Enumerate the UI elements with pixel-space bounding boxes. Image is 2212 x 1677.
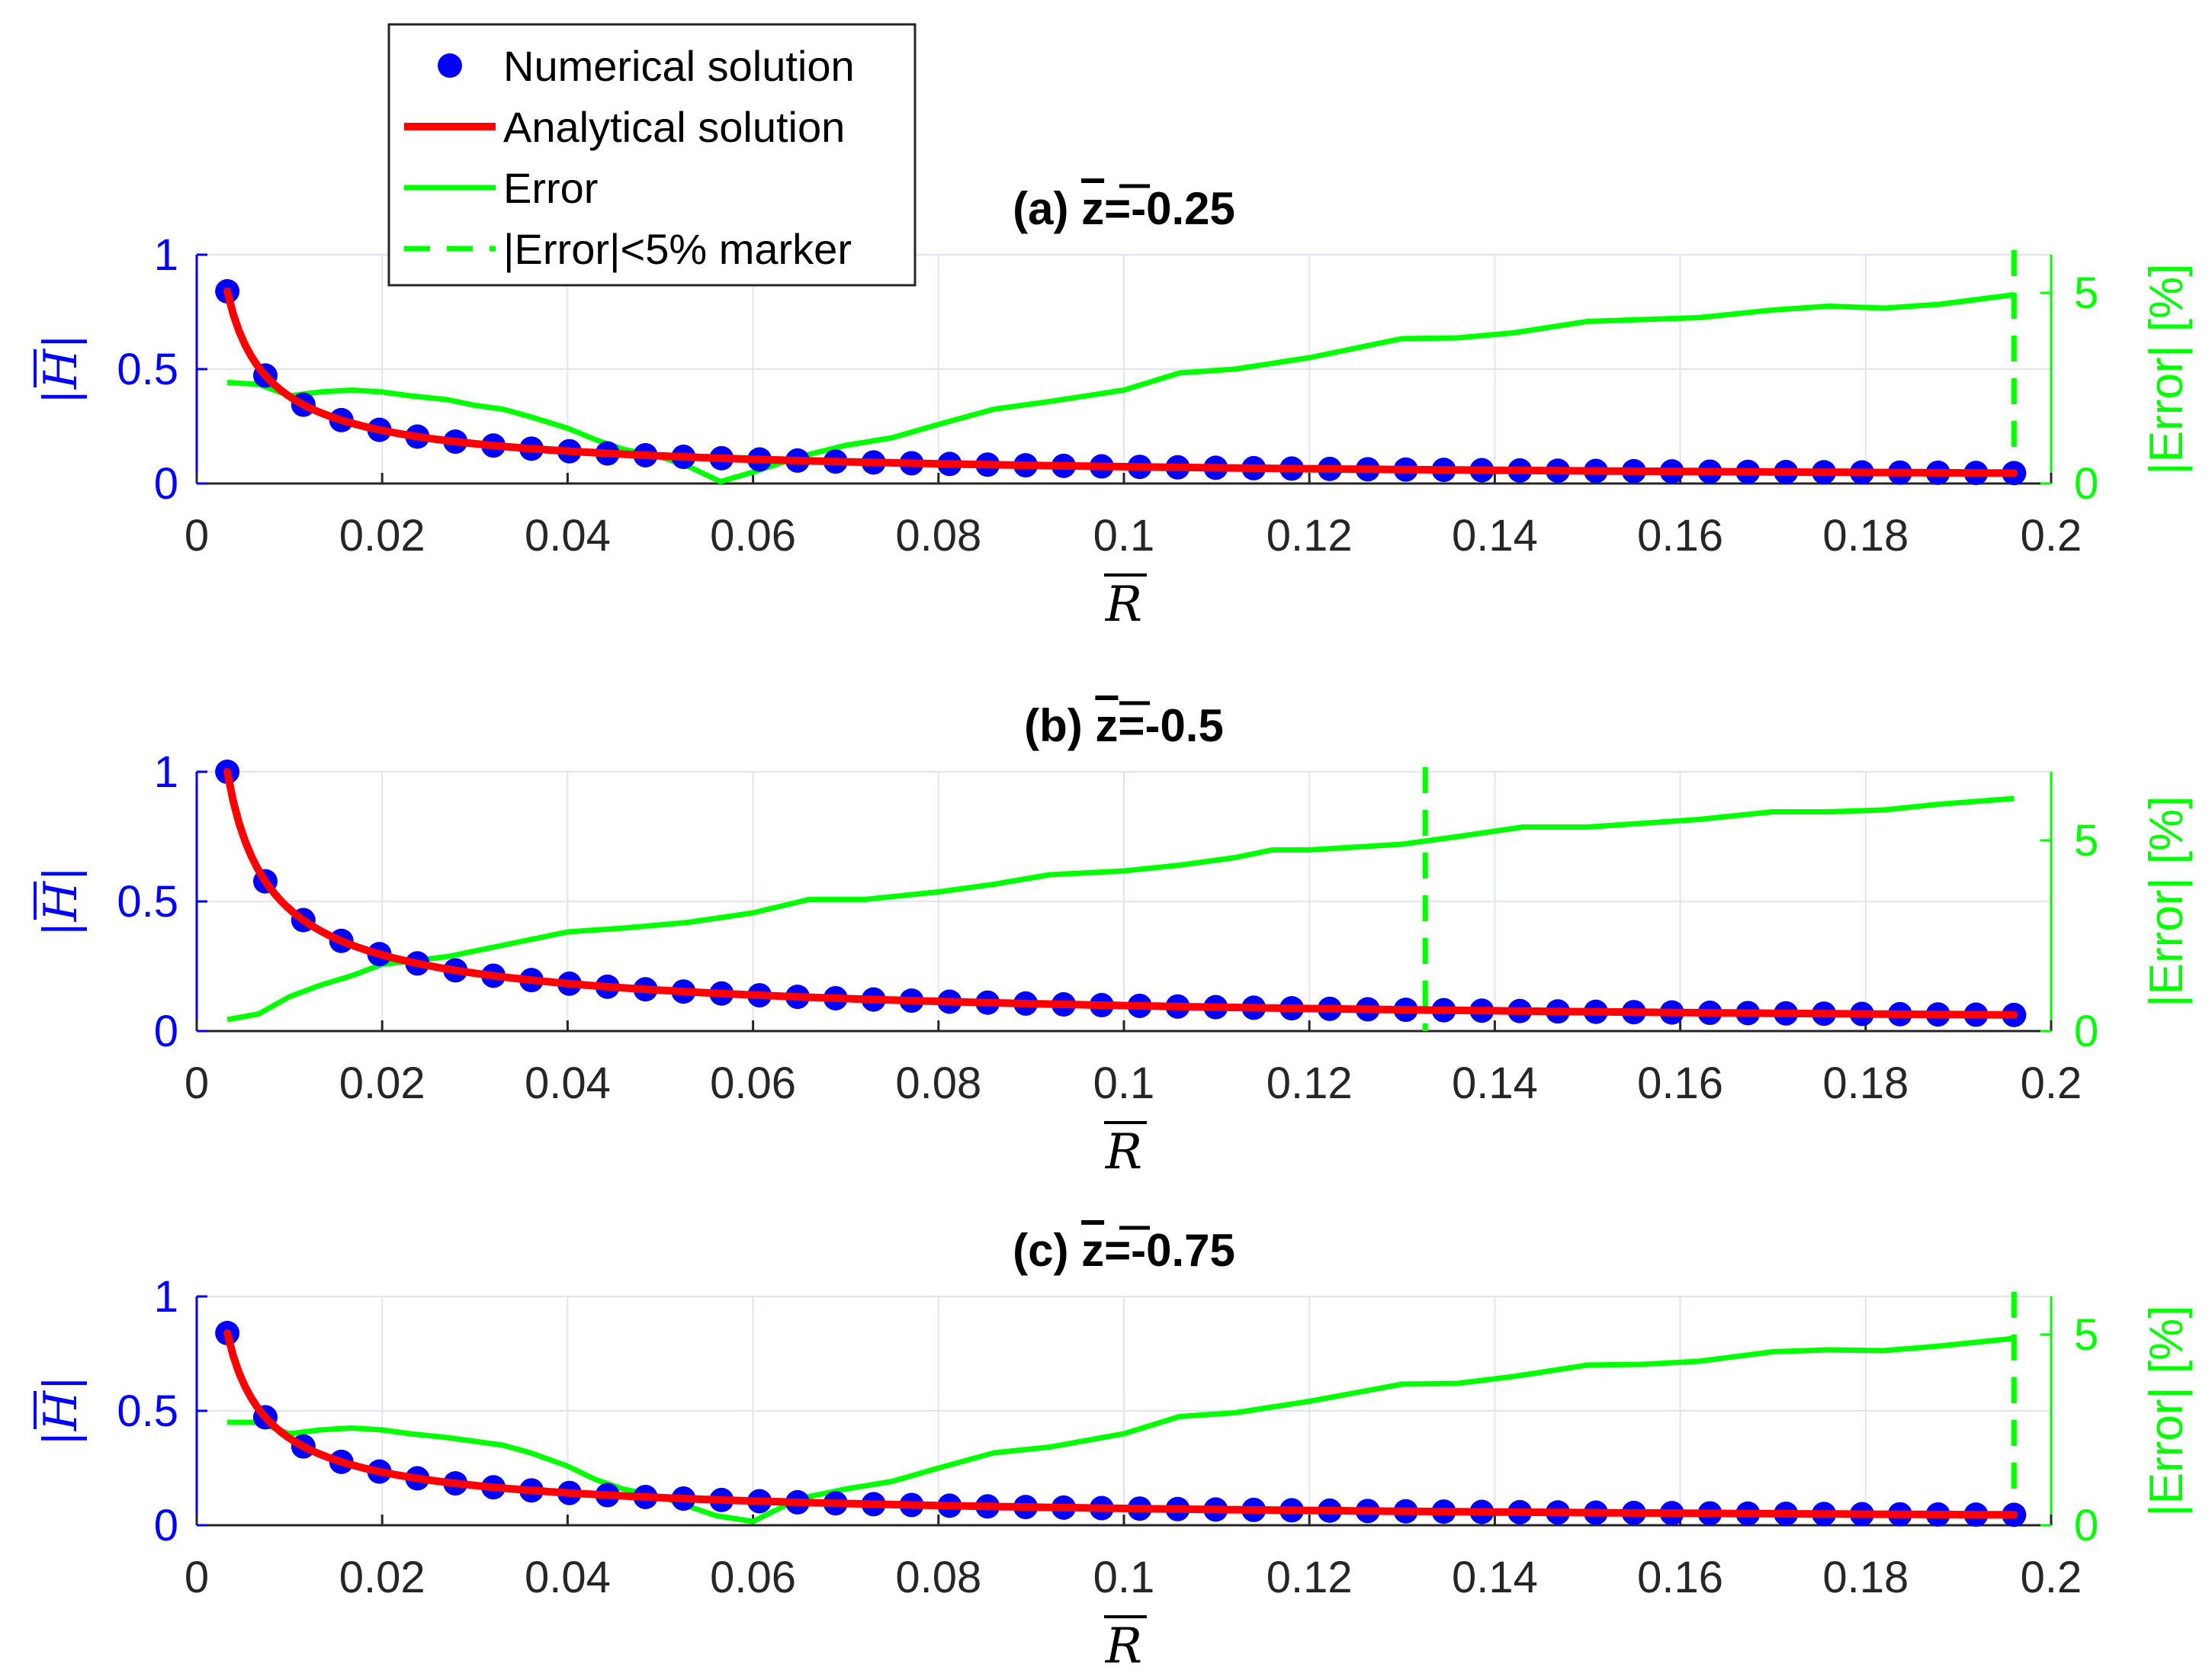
legend: Numerical solution Analytical solution Err… — [387, 23, 917, 287]
title-variable: z — [1081, 183, 1104, 234]
x-tick-label: 0.18 — [1822, 1553, 1909, 1602]
numerical-points — [215, 1321, 2027, 1528]
x-tick-label: 0.1 — [1093, 1553, 1155, 1602]
panel-title: (b) z=-0.5 — [1024, 700, 1224, 751]
panel-b: 0 0.02 0.04 0.06 0.08 0.1 0.12 0.14 0.16 0.18 0.20… — [34, 700, 2193, 1181]
analytical-curve — [223, 1329, 2018, 1519]
legend-box — [387, 23, 917, 287]
x-tick-label: 0.04 — [525, 511, 611, 561]
legend-swatch-numerical — [438, 53, 462, 78]
y2-tick-label: 0 — [2074, 1501, 2098, 1550]
legend-label: Numerical solution — [503, 42, 855, 90]
title-variable: z — [1081, 1225, 1104, 1276]
analytical-curve — [223, 768, 2018, 1019]
y2-axis-label-group: |Error| [%] — [2140, 264, 2193, 475]
y-tick-label: 1 — [154, 230, 178, 280]
y-tick-label: 1 — [154, 747, 178, 797]
panel-a: 0 0.02 0.04 0.06 0.08 0.1 0.12 0.14 0.16 0.18 0.20… — [34, 183, 2193, 633]
y2-axis-label: |Error| [%] — [2140, 264, 2193, 475]
y2-tick-label: 5 — [2074, 1310, 2098, 1360]
panel-c: 0 0.02 0.04 0.06 0.08 0.1 0.12 0.14 0.16 0.18 0.20… — [34, 1225, 2193, 1675]
y-tick-label: 0 — [154, 459, 178, 509]
x-tick-label: 0.1 — [1093, 1059, 1155, 1108]
x-tick-label: 0.08 — [895, 1059, 981, 1108]
error-line — [226, 292, 2015, 484]
x-tick-label: 0.08 — [895, 1553, 981, 1602]
y-tick-label: 0.5 — [117, 345, 178, 394]
legend-label: Error — [503, 164, 598, 212]
x-tick-label: 0.12 — [1267, 1059, 1353, 1108]
y-tick-label: 0 — [154, 1007, 178, 1056]
x-tick-label: 0.14 — [1452, 511, 1538, 561]
x-tick-label: 0.12 — [1267, 511, 1353, 561]
y2-axis-label-group: |Error| [%] — [2140, 1306, 2193, 1517]
x-tick-label: 0.06 — [710, 511, 796, 561]
y-axis-label-group: |H| — [34, 866, 88, 937]
y-tick-label: 0 — [154, 1501, 178, 1550]
error-line — [227, 1335, 2015, 1524]
legend-label: Analytical solution — [503, 103, 845, 151]
x-tick-label: 0 — [185, 1553, 209, 1602]
x-tick-label: 0.06 — [710, 1553, 796, 1602]
x-tick-label: 0.16 — [1637, 1553, 1723, 1602]
x-tick-label: 0.08 — [895, 511, 981, 561]
x-tick-label: 0 — [185, 1059, 209, 1108]
y-tick-label: 1 — [154, 1272, 178, 1322]
x-axis-label: R — [1105, 577, 1142, 633]
legend-label: |Error|<5% marker — [503, 225, 852, 273]
title-value: =-0.75 — [1104, 1225, 1235, 1276]
x-tick-label: 0.16 — [1637, 1059, 1723, 1108]
y2-axis-label-group: |Error| [%] — [2140, 796, 2193, 1007]
x-tick-label: 0.18 — [1822, 1059, 1909, 1108]
title-prefix: (a) — [1013, 183, 1081, 234]
title-prefix: (c) — [1013, 1225, 1081, 1276]
title-variable: z — [1095, 700, 1118, 751]
y2-tick-label: 0 — [2074, 1007, 2098, 1056]
x-tick-label: 0.16 — [1637, 511, 1723, 561]
x-tick-label: 0 — [185, 511, 209, 561]
x-tick-label: 0.12 — [1267, 1553, 1353, 1602]
title-value: =-0.5 — [1118, 700, 1223, 751]
x-tick-label: 0.18 — [1822, 511, 1909, 561]
title-prefix: (b) — [1024, 700, 1095, 751]
x-tick-label: 0.02 — [339, 1553, 425, 1602]
x-tick-label: 0.2 — [2021, 1553, 2082, 1602]
y-axis-label: |H| — [34, 334, 88, 405]
y-axis-label-group: |H| — [34, 334, 88, 405]
y-axis-label-group: |H| — [34, 1376, 88, 1447]
x-tick-label: 0.14 — [1452, 1553, 1538, 1602]
x-tick-label: 0.14 — [1452, 1059, 1538, 1108]
x-tick-label: 0.02 — [339, 1059, 425, 1108]
panel-title: (c) z=-0.75 — [1013, 1225, 1235, 1276]
title-value: =-0.25 — [1104, 183, 1235, 234]
x-tick-label: 0.04 — [525, 1553, 611, 1602]
y2-tick-label: 5 — [2074, 268, 2098, 318]
y2-tick-label: 5 — [2074, 816, 2098, 866]
y-tick-label: 0.5 — [117, 877, 178, 927]
y-axis-label: |H| — [34, 1376, 88, 1447]
x-tick-label: 0.04 — [525, 1059, 611, 1108]
x-axis-label: R — [1105, 1124, 1142, 1181]
x-tick-label: 0.2 — [2021, 511, 2082, 561]
y2-axis-label: |Error| [%] — [2140, 796, 2193, 1007]
analytical-curve — [223, 288, 2018, 477]
x-tick-label: 0.02 — [339, 511, 425, 561]
panels: 0 0.02 0.04 0.06 0.08 0.1 0.12 0.14 0.16 0.18 0.20… — [34, 183, 2193, 1675]
panel-title: (a) z=-0.25 — [1013, 183, 1235, 234]
y-axis-label: |H| — [34, 866, 88, 937]
x-tick-label: 0.1 — [1093, 511, 1155, 561]
y-tick-label: 0.5 — [117, 1386, 178, 1436]
x-axis-label: R — [1105, 1618, 1142, 1675]
x-tick-label: 0.2 — [2021, 1059, 2082, 1108]
y2-tick-label: 0 — [2074, 459, 2098, 509]
x-tick-label: 0.06 — [710, 1059, 796, 1108]
y2-axis-label: |Error| [%] — [2140, 1306, 2193, 1517]
